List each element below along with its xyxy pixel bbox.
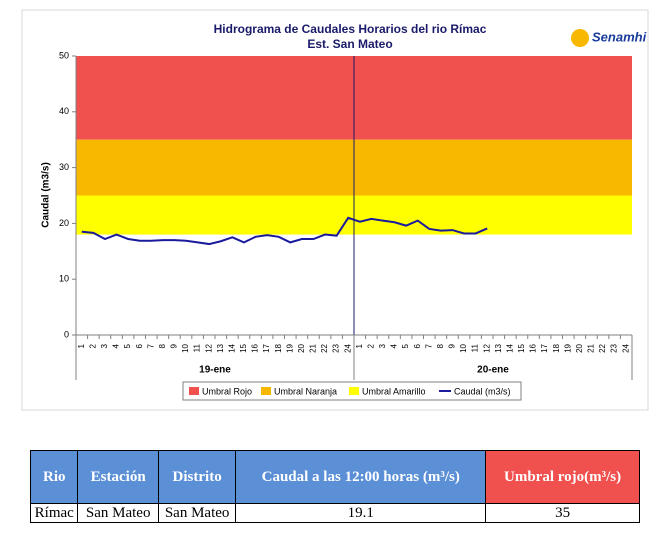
table-cell: San Mateo — [77, 503, 159, 523]
x-tick-label: 18 — [274, 343, 283, 352]
x-tick-label: 10 — [459, 343, 468, 352]
legend: Umbral Rojo Umbral Naranja Umbral Amarillo… — [182, 381, 522, 401]
legend-label: Umbral Naranja — [274, 386, 337, 396]
x-tick-label: 21 — [587, 343, 596, 352]
x-tick-label: 8 — [158, 343, 167, 348]
x-tick-label: 12 — [482, 343, 491, 352]
x-tick-label: 15 — [239, 343, 248, 352]
x-tick-label: 14 — [227, 343, 236, 352]
legend-swatch — [189, 387, 199, 395]
x-tick-label: 1 — [355, 343, 364, 348]
x-tick-label: 3 — [100, 343, 109, 348]
legend-label: Umbral Amarillo — [362, 386, 426, 396]
x-tick-label: 6 — [135, 343, 144, 348]
x-tick-label: 2 — [88, 343, 97, 348]
table-cell: 35 — [485, 503, 640, 523]
x-tick-label: 23 — [610, 343, 619, 352]
x-tick-label: 20 — [575, 343, 584, 352]
logo-text: Senamhi — [592, 29, 647, 44]
x-tick-label: 7 — [424, 343, 433, 348]
x-tick-label: 19 — [285, 343, 294, 352]
table-header: Caudal a las 12:00 horas (m³/s) — [235, 450, 487, 504]
table-cell: San Mateo — [157, 503, 237, 523]
x-tick-label: 1 — [77, 343, 86, 348]
x-tick-label: 9 — [170, 343, 179, 348]
y-tick-label: 40 — [59, 106, 69, 116]
x-tick-label: 17 — [540, 343, 549, 352]
summary-table: Rio Estación Distrito Caudal a las 12:00 ho… — [29, 450, 640, 523]
y-tick-label: 50 — [59, 50, 69, 60]
x-tick-label: 3 — [378, 343, 387, 348]
x-tick-label: 11 — [471, 343, 480, 352]
table-cell: 19.1 — [235, 503, 487, 523]
logo-sun — [571, 29, 589, 47]
x-tick-label: 18 — [552, 343, 561, 352]
x-tick-label: 17 — [262, 343, 271, 352]
x-tick-label: 16 — [251, 343, 260, 352]
y-tick-label: 20 — [59, 218, 69, 228]
x-tick-label: 15 — [517, 343, 526, 352]
x-tick-label: 8 — [436, 343, 445, 348]
x-tick-label: 2 — [366, 343, 375, 348]
x-tick-label: 13 — [216, 343, 225, 352]
legend-label: Umbral Rojo — [202, 386, 252, 396]
table-header: Umbral rojo(m³/s) — [485, 450, 640, 504]
x-tick-label: 9 — [448, 343, 457, 348]
y-tick-label: 30 — [59, 162, 69, 172]
x-tick-label: 6 — [413, 343, 422, 348]
x-tick-label: 14 — [505, 343, 514, 352]
table-header: Distrito — [157, 450, 237, 504]
x-tick-label: 24 — [621, 343, 630, 352]
y-tick-label: 0 — [64, 329, 69, 339]
group-label: 20-ene — [477, 365, 509, 376]
x-tick-label: 11 — [193, 343, 202, 352]
x-tick-label: 5 — [123, 343, 132, 348]
x-tick-label: 21 — [309, 343, 318, 352]
y-tick-label: 10 — [59, 274, 69, 284]
x-tick-label: 19 — [563, 343, 572, 352]
legend-swatch — [349, 387, 359, 395]
x-tick-label: 4 — [390, 343, 399, 348]
x-tick-label: 5 — [401, 343, 410, 348]
x-tick-label: 12 — [204, 343, 213, 352]
x-tick-label: 13 — [494, 343, 503, 352]
chart: Hidrograma de Caudales Horarios del rio … — [21, 9, 649, 411]
x-tick-label: 20 — [297, 343, 306, 352]
table-header: Rio — [29, 450, 79, 504]
x-tick-label: 24 — [343, 343, 352, 352]
x-tick-label: 16 — [529, 343, 538, 352]
x-tick-label: 10 — [181, 343, 190, 352]
x-tick-label: 22 — [598, 343, 607, 352]
x-tick-label: 7 — [146, 343, 155, 348]
table-cell: Rímac — [29, 503, 79, 523]
x-tick-label: 4 — [112, 343, 121, 348]
series-line — [81, 216, 488, 246]
x-tick-label: 22 — [320, 343, 329, 352]
table-header: Estación — [77, 450, 159, 504]
legend-label: Caudal (m3/s) — [454, 386, 511, 396]
x-tick-label: 23 — [332, 343, 341, 352]
chart-title: Hidrograma de Caudales Horarios del rio … — [214, 22, 487, 36]
legend-swatch — [261, 387, 271, 395]
chart-subtitle: Est. San Mateo — [307, 37, 392, 51]
y-axis-label: Caudal (m3/s) — [41, 162, 52, 228]
group-label: 19-ene — [199, 365, 231, 376]
